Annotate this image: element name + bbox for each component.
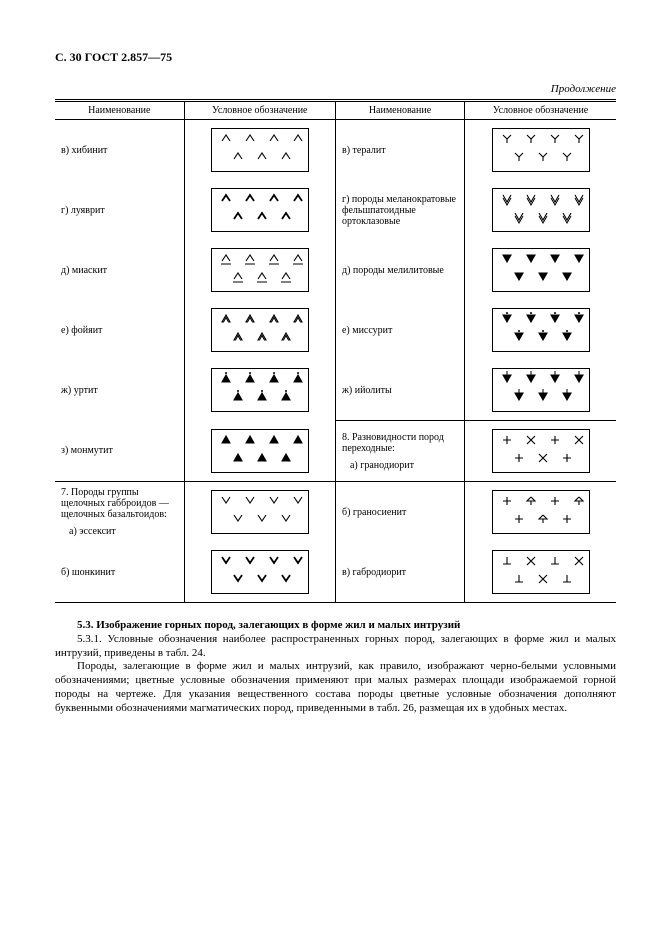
paragraph: 5.3.1. Условные обозначения наиболее рас… xyxy=(55,633,616,661)
col-sym-1: Условное обозначение xyxy=(184,101,335,120)
swatch-melanokrat xyxy=(492,188,590,232)
cell-name: е) миссурит xyxy=(335,300,464,360)
cell-name: 8. Разновидности пород переходные: а) гр… xyxy=(335,421,464,482)
swatch-urtit xyxy=(211,368,309,412)
cell-name: д) породы мелилитовые xyxy=(335,240,464,300)
swatch-luyavrit xyxy=(211,188,309,232)
cell-name: б) шонкинит xyxy=(55,542,184,603)
swatch-iyolit xyxy=(492,368,590,412)
paragraph: Породы, залегающие в форме жил и малых и… xyxy=(55,660,616,715)
col-name-1: Наименование xyxy=(55,101,184,120)
cell-name: г) луяврит xyxy=(55,180,184,240)
section-title: 5.3. Изображение горных пород, залегающи… xyxy=(77,619,460,631)
swatch-hibinit xyxy=(211,128,309,172)
swatch-melilit xyxy=(492,248,590,292)
cell-name: г) породы меланократовые фельшпатоидные … xyxy=(335,180,464,240)
swatch-teralit xyxy=(492,128,590,172)
swatch-foyait xyxy=(211,308,309,352)
cell-name: д) миаскит xyxy=(55,240,184,300)
symbol-table: Наименование Условное обозначение Наимен… xyxy=(55,99,616,603)
col-sym-2: Условное обозначение xyxy=(465,101,617,120)
cell-name: в) тералит xyxy=(335,120,464,181)
swatch-shonkinit xyxy=(211,550,309,594)
swatch-missurit xyxy=(492,308,590,352)
body-text: 5.3. Изображение горных пород, залегающи… xyxy=(55,619,616,715)
cell-name: б) граносиенит xyxy=(335,482,464,543)
cell-name: в) габродиорит xyxy=(335,542,464,603)
cell-name: а) эссексит xyxy=(61,526,178,537)
cell-name: а) гранодиорит xyxy=(342,460,458,471)
col-name-2: Наименование xyxy=(335,101,464,120)
page-header: С. 30 ГОСТ 2.857—75 xyxy=(55,50,616,65)
swatch-granosienit xyxy=(492,490,590,534)
swatch-granodiorit xyxy=(492,429,590,473)
continuation-label: Продолжение xyxy=(55,83,616,95)
group-title: 8. Разновидности пород переходные: xyxy=(342,432,458,454)
swatch-miaskit xyxy=(211,248,309,292)
cell-name: 7. Породы группы щелочных габброидов — щ… xyxy=(55,482,184,543)
swatch-esseksit xyxy=(211,490,309,534)
cell-name: в) хибинит xyxy=(55,120,184,181)
cell-name: ж) ийолиты xyxy=(335,360,464,421)
group-title: 7. Породы группы щелочных габброидов — щ… xyxy=(61,487,178,520)
cell-name: е) фойяит xyxy=(55,300,184,360)
swatch-gabrodiorit xyxy=(492,550,590,594)
cell-name: з) монмутит xyxy=(55,421,184,482)
swatch-monmutit xyxy=(211,429,309,473)
cell-name: ж) уртит xyxy=(55,360,184,421)
